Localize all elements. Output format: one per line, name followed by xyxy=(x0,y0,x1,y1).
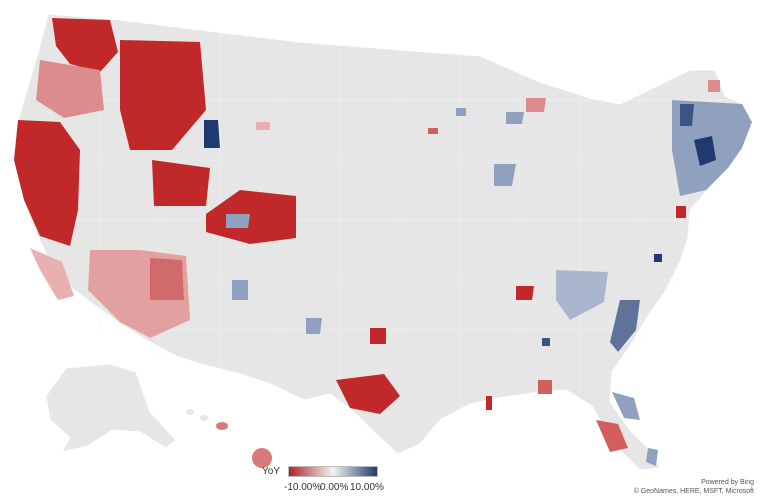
legend-tick-min: -10.00% xyxy=(284,482,322,493)
legend-title: YoY xyxy=(262,466,280,477)
alaska-outline xyxy=(45,363,177,453)
legend-gradient-bar xyxy=(288,466,378,477)
powered-by-text: Powered by Bing xyxy=(701,479,754,486)
legend-tick-mid: 0.00% xyxy=(320,482,349,493)
color-legend: YoY -10.00% 0.00% 10.00% xyxy=(254,460,384,496)
declining-counties xyxy=(14,18,720,452)
copyright-text: © GeoNames, HERE, MSFT, Microsoft xyxy=(633,488,754,495)
legend-tick-max: 10.00% xyxy=(350,482,384,493)
increasing-counties xyxy=(232,100,752,466)
hawaii-islands xyxy=(186,409,272,468)
contiguous-us-outline xyxy=(13,13,753,471)
map-attribution: Powered by Bing © GeoNames, HERE, MSFT, … xyxy=(634,478,754,496)
